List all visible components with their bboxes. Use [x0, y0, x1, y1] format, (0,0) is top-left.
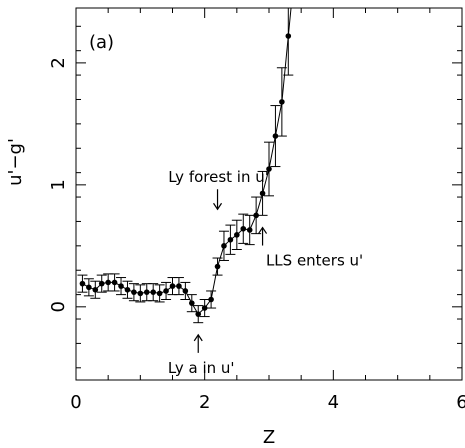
data-point — [227, 236, 234, 243]
x-axis-label: Z — [263, 427, 275, 448]
data-point — [285, 33, 292, 39]
data-point — [86, 284, 92, 291]
data-point — [137, 290, 144, 297]
annotation-label: Ly forest in u' — [168, 168, 269, 186]
data-point — [208, 296, 214, 303]
data-point — [240, 225, 247, 232]
series-line — [82, 8, 292, 315]
data-point — [266, 166, 272, 172]
data-point — [163, 288, 169, 294]
data-series — [77, 8, 294, 324]
data-point — [234, 232, 240, 238]
data-point — [221, 243, 227, 249]
y-tick-label: 2 — [48, 57, 69, 68]
data-point — [143, 289, 150, 295]
data-point — [259, 190, 266, 197]
y-tick-label: 1 — [48, 179, 69, 190]
annotations: Ly forest in u' LLS enters u' Ly a in u' — [168, 168, 363, 377]
annotation-label: Ly a in u' — [168, 359, 235, 377]
panel-label: (a) — [89, 32, 114, 53]
data-point — [156, 290, 163, 297]
data-point — [253, 212, 259, 219]
data-point — [279, 99, 285, 105]
y-axis-label: u'−g' — [5, 138, 26, 186]
x-tick-label: 0 — [70, 392, 81, 413]
data-point — [182, 288, 189, 294]
data-point — [105, 279, 111, 286]
data-point — [195, 311, 202, 317]
data-point — [124, 286, 131, 293]
x-tick-label: 4 — [328, 392, 339, 413]
annotation-label: LLS enters u' — [266, 252, 363, 270]
data-point — [92, 286, 99, 293]
data-point — [189, 300, 195, 306]
x-tick-label: 6 — [456, 392, 465, 413]
data-point — [131, 289, 137, 295]
data-point — [201, 305, 208, 311]
data-point — [272, 133, 279, 139]
annotation-arrowhead — [193, 333, 203, 342]
data-point — [246, 227, 253, 233]
data-point — [176, 283, 182, 289]
annotation-arrowhead — [213, 202, 223, 211]
data-point — [169, 283, 176, 289]
data-point — [150, 289, 156, 295]
data-point — [98, 280, 105, 287]
data-point — [118, 283, 124, 289]
x-tick-label: 2 — [199, 392, 210, 413]
y-tick-label: 0 — [48, 301, 69, 312]
data-point — [214, 263, 221, 270]
data-point — [79, 280, 86, 287]
axis-ticks: 0 2 4 6 0 1 2 — [48, 8, 465, 413]
annotation-arrowhead — [258, 226, 268, 234]
data-point — [111, 279, 118, 286]
